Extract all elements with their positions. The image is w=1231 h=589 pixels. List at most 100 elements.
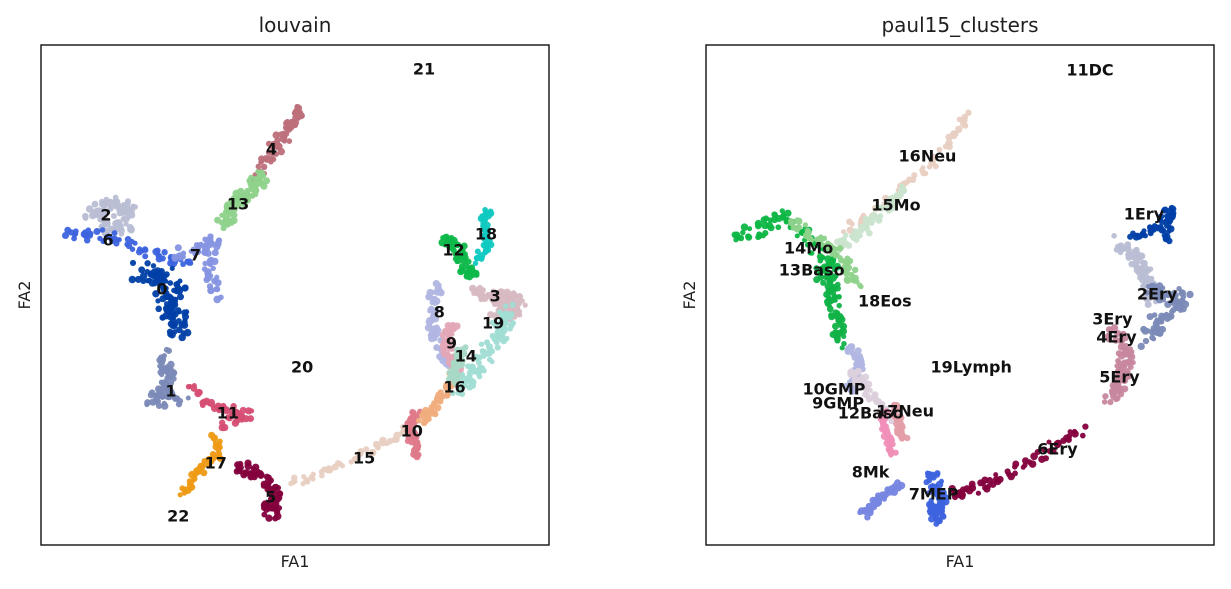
scatter-point-0-6-54 xyxy=(291,120,297,126)
scatter-point-0-17-40 xyxy=(465,258,472,265)
scatter-point-0-4-34 xyxy=(129,246,136,252)
scatter-point-1-9-45 xyxy=(975,490,982,496)
scatter-point-1-3-46 xyxy=(826,303,832,309)
paul15-cluster-label-17Neu: 17Neu xyxy=(876,402,934,421)
scatter-point-0-8-47 xyxy=(181,284,189,292)
scatter-point-1-3-69 xyxy=(839,345,845,351)
scatter-point-1-3-6 xyxy=(813,276,821,284)
scatter-point-1-4-59 xyxy=(857,282,863,289)
paul15-clusters-cluster-labels: 11DC 16Neu 15Mo 1Ery 14Mo 13Baso 2Ery 18Eos 3Ery… xyxy=(779,61,1178,504)
scatter-point-0-5-57 xyxy=(214,274,220,280)
scatter-point-1-1-51 xyxy=(892,197,900,205)
scatter-point-0-15-18 xyxy=(409,421,418,429)
scatter-point-1-7-80 xyxy=(1142,337,1150,345)
scatter-point-0-8-0 xyxy=(129,259,137,266)
scatter-point-1-7-35 xyxy=(1178,289,1184,295)
scatter-point-0-6-8 xyxy=(255,163,262,170)
louvain-cluster-label-17: 17 xyxy=(205,454,227,473)
scatter-point-1-6-44 xyxy=(1147,266,1154,272)
scatter-point-0-3-59 xyxy=(124,213,131,220)
scatter-point-1-9-16 xyxy=(1041,446,1048,453)
scatter-point-0-5-38 xyxy=(204,249,212,257)
scatter-point-0-9-51 xyxy=(149,398,157,406)
scatter-point-1-7-57 xyxy=(1168,313,1175,320)
scatter-point-1-2-37 xyxy=(783,219,790,225)
scatter-point-1-0-36 xyxy=(945,139,953,147)
scatter-point-0-7-13 xyxy=(224,216,232,224)
scatter-point-1-9-20 xyxy=(1030,452,1038,461)
louvain-cluster-label-3: 3 xyxy=(490,287,501,306)
scatter-point-0-0-64 xyxy=(522,302,528,308)
louvain-title: louvain xyxy=(259,13,332,37)
paul15-cluster-label-12Baso: 12Baso xyxy=(838,404,904,423)
scatter-point-1-9-1 xyxy=(1079,432,1086,439)
paul15-cluster-label-14Mo: 14Mo xyxy=(784,239,833,258)
scatter-point-0-3-2 xyxy=(82,212,89,220)
paul15-cluster-label-3Ery: 3Ery xyxy=(1092,310,1133,329)
scatter-point-1-3-61 xyxy=(840,322,848,330)
scatter-point-1-8-77 xyxy=(1107,399,1114,406)
scatter-point-0-7-66 xyxy=(256,179,265,187)
scatter-point-1-2-6 xyxy=(740,229,746,236)
scatter-point-0-1-95 xyxy=(459,391,466,397)
scatter-point-0-12-75 xyxy=(265,514,273,522)
scatter-point-1-10-20 xyxy=(929,482,936,490)
scatter-point-1-3-65 xyxy=(841,333,847,339)
louvain-x-axis-label: FA1 xyxy=(281,552,310,571)
scatter-point-0-11-40 xyxy=(183,487,190,494)
scatter-point-0-4-16 xyxy=(99,227,106,233)
scatter-point-0-17-34 xyxy=(460,258,468,265)
scatter-point-0-8-107 xyxy=(167,330,174,338)
scatter-point-0-4-56 xyxy=(180,261,186,268)
scatter-point-1-0-32 xyxy=(936,146,943,153)
scatter-point-0-5-47 xyxy=(207,261,214,267)
scatter-point-1-0-26 xyxy=(920,169,927,177)
scatter-point-0-3-88 xyxy=(97,215,105,223)
scatter-point-0-0-42 xyxy=(497,290,504,297)
scatter-point-0-3-77 xyxy=(113,223,119,229)
scatter-point-0-16-11 xyxy=(442,383,450,391)
paul15-cluster-label-10GMP: 10GMP xyxy=(802,380,865,399)
scatter-point-1-3-41 xyxy=(827,298,833,305)
scatter-point-0-10-44 xyxy=(226,415,233,422)
scatter-point-0-3-29 xyxy=(106,198,114,206)
scatter-point-0-15-3 xyxy=(409,409,416,416)
scatter-point-0-8-55 xyxy=(160,286,169,294)
scatter-point-0-9-71 xyxy=(185,395,191,401)
scatter-point-1-7-52 xyxy=(1171,301,1178,308)
scatter-point-0-14-32 xyxy=(440,344,448,353)
scatter-point-1-5-53 xyxy=(1162,235,1170,243)
scatter-point-0-16-46 xyxy=(415,417,422,424)
scatter-point-0-5-39 xyxy=(202,242,210,250)
scatter-point-0-2-39 xyxy=(310,476,316,482)
scatter-point-0-1-48 xyxy=(484,340,490,346)
scatter-point-0-17-26 xyxy=(460,242,468,250)
scatter-point-1-11-36 xyxy=(867,506,874,514)
louvain-cluster-label-9: 9 xyxy=(446,334,457,353)
scatter-point-0-12-15 xyxy=(244,462,252,471)
scatter-point-1-10-9 xyxy=(927,472,935,480)
scatter-point-1-4-26 xyxy=(818,241,825,248)
scatter-point-0-7-25 xyxy=(226,205,232,211)
scatter-point-0-6-13 xyxy=(258,159,264,165)
scatter-point-1-2-29 xyxy=(779,208,785,214)
scatter-point-1-5-48 xyxy=(1160,227,1167,234)
scatter-point-1-3-10 xyxy=(817,271,823,277)
scatter-point-1-1-29 xyxy=(862,215,870,223)
scatter-point-1-13-21 xyxy=(864,384,871,391)
scatter-point-1-2-45 xyxy=(804,241,811,248)
scatter-point-1-2-62 xyxy=(820,254,826,260)
scatter-point-0-5-62 xyxy=(207,286,215,295)
scatter-point-1-4-3 xyxy=(794,217,801,224)
paul15-cluster-label-1Ery: 1Ery xyxy=(1124,205,1165,224)
scatter-point-0-13-5 xyxy=(437,288,444,295)
scatter-point-0-4-14 xyxy=(87,230,94,237)
scatter-point-0-14-17 xyxy=(439,331,447,339)
louvain-cluster-label-18: 18 xyxy=(475,225,497,244)
louvain-cluster-label-8: 8 xyxy=(434,303,445,322)
scatter-point-0-2-17 xyxy=(372,440,380,448)
scatter-point-1-4-50 xyxy=(843,269,851,277)
scatter-point-1-9-13 xyxy=(1046,439,1052,445)
scatter-point-0-5-58 xyxy=(206,276,212,282)
scatter-point-0-8-51 xyxy=(171,287,177,294)
